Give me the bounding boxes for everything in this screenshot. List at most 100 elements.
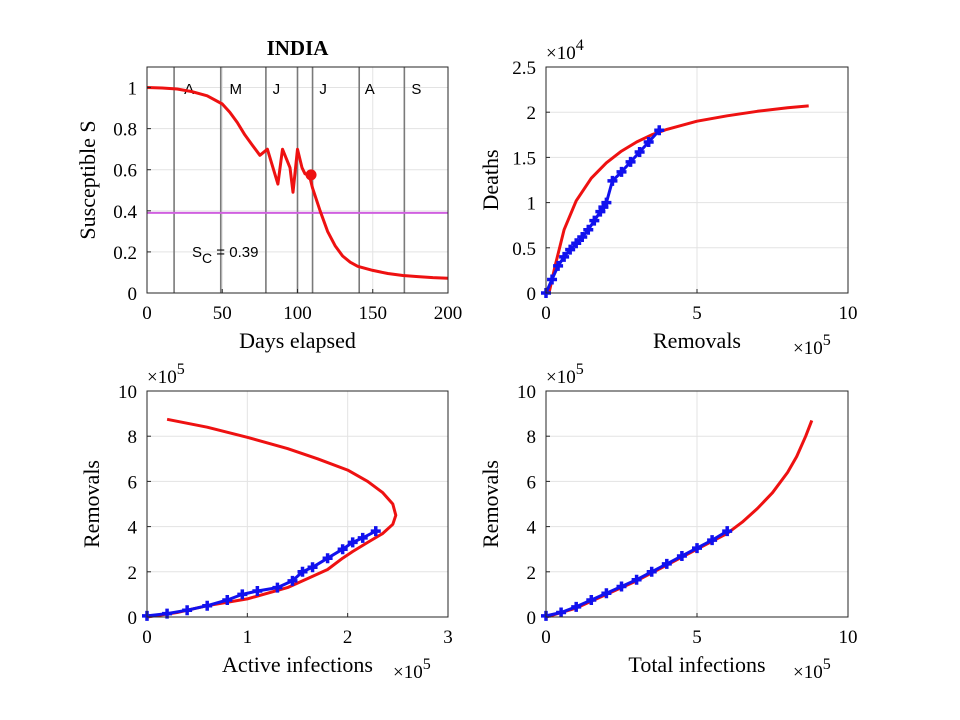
series-data-line [146, 529, 377, 618]
data-marker [237, 589, 248, 600]
axes-box [146, 390, 449, 618]
y-tick-label: 4 [128, 518, 138, 539]
chart-title: INDIA [267, 36, 330, 60]
chart-panel-1: A M J J A S SC = 0.39 0 50 100 150 200 0 0.2 0.4 0.6 0.8… [75, 36, 462, 353]
x-axis-label: Days elapsed [239, 328, 356, 353]
y-tick-label: 10 [517, 382, 536, 403]
data-marker [556, 607, 567, 618]
x-tick-label: 150 [359, 303, 388, 324]
y-tick-label: 4 [527, 518, 537, 539]
y-tick-label: 8 [527, 427, 537, 448]
x-axis-label: Removals [653, 328, 741, 353]
data-marker [601, 197, 612, 208]
data-marker [654, 125, 665, 136]
data-marker [643, 137, 654, 148]
x-tick-label: 5 [692, 303, 702, 324]
month-label: J [319, 81, 327, 98]
data-marker [625, 156, 636, 167]
series-model-line [146, 417, 398, 619]
chart-panel-4: 0 5 10 0 2 4 6 8 10 ×105 ×105 Total infections Remov… [478, 361, 858, 683]
y-tick-label: 1 [128, 79, 138, 100]
data-marker [222, 595, 233, 606]
x-axis-multiplier: ×105 [393, 656, 431, 683]
y-axis-multiplier: ×105 [546, 361, 584, 388]
y-tick-label: 6 [527, 472, 537, 493]
x-axis-multiplier: ×105 [793, 332, 831, 359]
data-marker [565, 244, 576, 255]
y-axis-multiplier: ×104 [546, 37, 584, 64]
data-marker [616, 166, 627, 177]
data-marker [322, 553, 333, 564]
y-tick-label: 0 [128, 284, 138, 305]
data-marker [559, 251, 570, 262]
y-tick-label: 0.4 [113, 202, 137, 223]
data-marker [347, 537, 358, 548]
series-model-line [547, 104, 809, 294]
threshold-label: SC = 0.39 [192, 244, 258, 266]
data-marker [370, 526, 381, 537]
chart-panel-2: 0 5 10 0 0.5 1 1.5 2 2.5 ×104 ×105 Removals Deaths [478, 37, 858, 359]
data-marker [337, 544, 348, 555]
y-tick-label: 0.2 [113, 243, 137, 264]
y-tick-label: 6 [128, 472, 138, 493]
x-axis-label: Total infections [628, 652, 765, 677]
y-axis-label: Susceptible S [75, 120, 100, 239]
month-label: J [273, 81, 281, 98]
y-tick-label: 2 [128, 563, 138, 584]
x-tick-label: 0 [541, 627, 551, 648]
y-tick-label: 2.5 [512, 58, 536, 79]
data-marker [616, 581, 627, 592]
data-marker [252, 586, 263, 597]
x-tick-label: 0 [541, 303, 551, 324]
y-tick-label: 1 [527, 194, 537, 215]
y-tick-label: 2 [527, 563, 537, 584]
data-marker [692, 543, 702, 554]
data-marker [547, 274, 558, 285]
data-marker [607, 175, 618, 186]
x-tick-label: 100 [283, 303, 312, 324]
data-marker [307, 562, 318, 573]
plot-area [147, 391, 448, 617]
data-marker [589, 215, 600, 226]
data-marker [202, 600, 213, 611]
data-marker [707, 535, 718, 546]
x-axis-label: Active infections [222, 652, 373, 677]
x-axis-multiplier: ×105 [793, 656, 831, 683]
y-tick-label: 1.5 [512, 148, 536, 169]
data-marker [297, 566, 308, 577]
data-marker [571, 601, 582, 612]
chart-panel-3: 0 1 2 3 0 2 4 6 8 10 ×105 ×105 Active infections Remo… [79, 361, 453, 683]
data-marker [182, 605, 193, 616]
y-tick-label: 2 [527, 103, 537, 124]
data-marker [631, 574, 642, 585]
y-tick-label: 0 [527, 608, 537, 629]
x-tick-label: 50 [213, 303, 232, 324]
data-marker [661, 558, 672, 569]
data-marker [634, 146, 645, 157]
x-tick-label: 0 [142, 303, 152, 324]
y-axis-label: Removals [478, 460, 503, 548]
y-axis-label: Removals [79, 460, 104, 548]
y-tick-label: 10 [118, 382, 137, 403]
y-axis-label: Deaths [478, 149, 503, 210]
y-tick-label: 8 [128, 427, 138, 448]
data-marker [586, 595, 597, 606]
data-marker [287, 575, 298, 586]
y-tick-label: 0.6 [113, 161, 137, 182]
y-axis-multiplier: ×105 [147, 361, 185, 388]
x-tick-label: 10 [839, 303, 858, 324]
data-marker [553, 260, 564, 271]
data-marker [571, 238, 582, 249]
month-label: M [230, 81, 243, 98]
data-marker [646, 566, 657, 577]
data-marker [601, 588, 612, 599]
month-label: A [184, 81, 194, 98]
x-tick-label: 3 [443, 627, 453, 648]
month-label: S [411, 81, 421, 98]
data-marker [722, 526, 733, 537]
data-marker [577, 231, 588, 242]
x-tick-label: 200 [434, 303, 463, 324]
data-marker [676, 550, 687, 561]
data-marker [357, 532, 368, 543]
